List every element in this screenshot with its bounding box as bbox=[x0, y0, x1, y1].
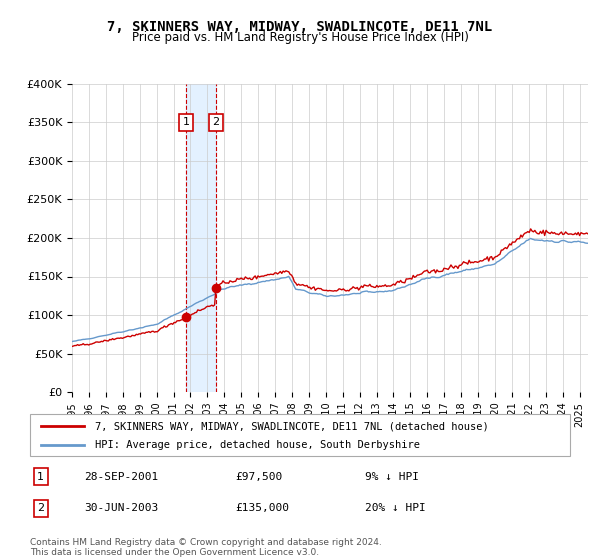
Text: £97,500: £97,500 bbox=[235, 472, 283, 482]
Text: Contains HM Land Registry data © Crown copyright and database right 2024.
This d: Contains HM Land Registry data © Crown c… bbox=[30, 538, 382, 557]
Text: 1: 1 bbox=[182, 118, 190, 128]
Text: 7, SKINNERS WAY, MIDWAY, SWADLINCOTE, DE11 7NL (detached house): 7, SKINNERS WAY, MIDWAY, SWADLINCOTE, DE… bbox=[95, 421, 488, 431]
Text: 7, SKINNERS WAY, MIDWAY, SWADLINCOTE, DE11 7NL: 7, SKINNERS WAY, MIDWAY, SWADLINCOTE, DE… bbox=[107, 20, 493, 34]
Text: £135,000: £135,000 bbox=[235, 503, 289, 513]
Text: 20% ↓ HPI: 20% ↓ HPI bbox=[365, 503, 425, 513]
Text: Price paid vs. HM Land Registry's House Price Index (HPI): Price paid vs. HM Land Registry's House … bbox=[131, 31, 469, 44]
Text: 9% ↓ HPI: 9% ↓ HPI bbox=[365, 472, 419, 482]
Bar bbox=[186, 84, 215, 392]
Text: 1: 1 bbox=[37, 472, 44, 482]
Text: HPI: Average price, detached house, South Derbyshire: HPI: Average price, detached house, Sout… bbox=[95, 440, 420, 450]
Text: 28-SEP-2001: 28-SEP-2001 bbox=[84, 472, 158, 482]
Text: 2: 2 bbox=[37, 503, 44, 513]
FancyBboxPatch shape bbox=[30, 414, 570, 456]
Text: 30-JUN-2003: 30-JUN-2003 bbox=[84, 503, 158, 513]
Text: 2: 2 bbox=[212, 118, 219, 128]
